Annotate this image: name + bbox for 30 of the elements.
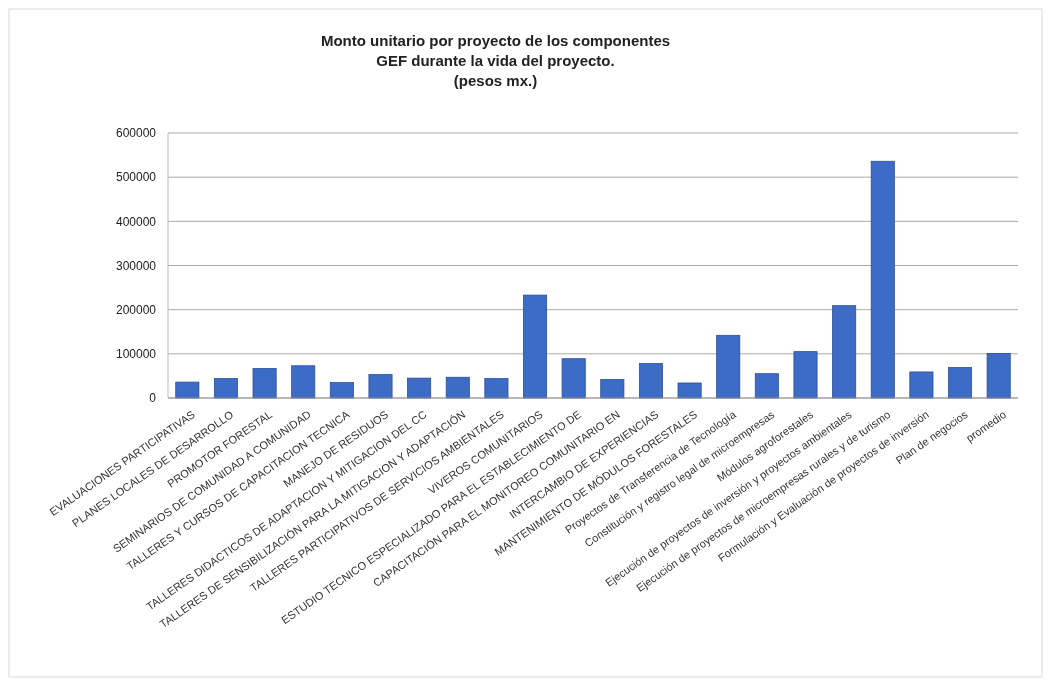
bar bbox=[986, 352, 1011, 399]
y-tick-label: 100000 bbox=[115, 347, 157, 362]
bar bbox=[445, 376, 470, 399]
bar bbox=[870, 160, 895, 399]
chart-title: Monto unitario por proyecto de los componentes GEF durante la vida del proyecto. (pesos mx.) bbox=[320, 32, 671, 89]
bar bbox=[600, 379, 625, 399]
bar bbox=[754, 373, 779, 399]
bar bbox=[523, 294, 548, 399]
bar bbox=[909, 371, 934, 399]
y-tick-label: 200000 bbox=[115, 302, 157, 317]
bar bbox=[561, 358, 586, 399]
bar bbox=[793, 351, 818, 399]
bar bbox=[407, 377, 432, 399]
bar bbox=[252, 368, 277, 399]
bar bbox=[213, 378, 238, 399]
y-tick-label: 600000 bbox=[115, 126, 157, 141]
bar bbox=[368, 374, 393, 399]
y-tick-label: 0 bbox=[149, 391, 157, 406]
bar bbox=[948, 367, 973, 399]
y-tick-label: 500000 bbox=[115, 170, 157, 185]
bar bbox=[175, 381, 200, 399]
y-tick-label: 400000 bbox=[115, 214, 157, 229]
bar bbox=[677, 382, 702, 399]
bar bbox=[484, 378, 509, 399]
bar bbox=[716, 334, 741, 399]
bar bbox=[832, 305, 857, 399]
y-tick-label: 300000 bbox=[115, 258, 157, 273]
bar bbox=[291, 365, 316, 399]
bar bbox=[638, 363, 663, 399]
bar bbox=[329, 382, 354, 399]
